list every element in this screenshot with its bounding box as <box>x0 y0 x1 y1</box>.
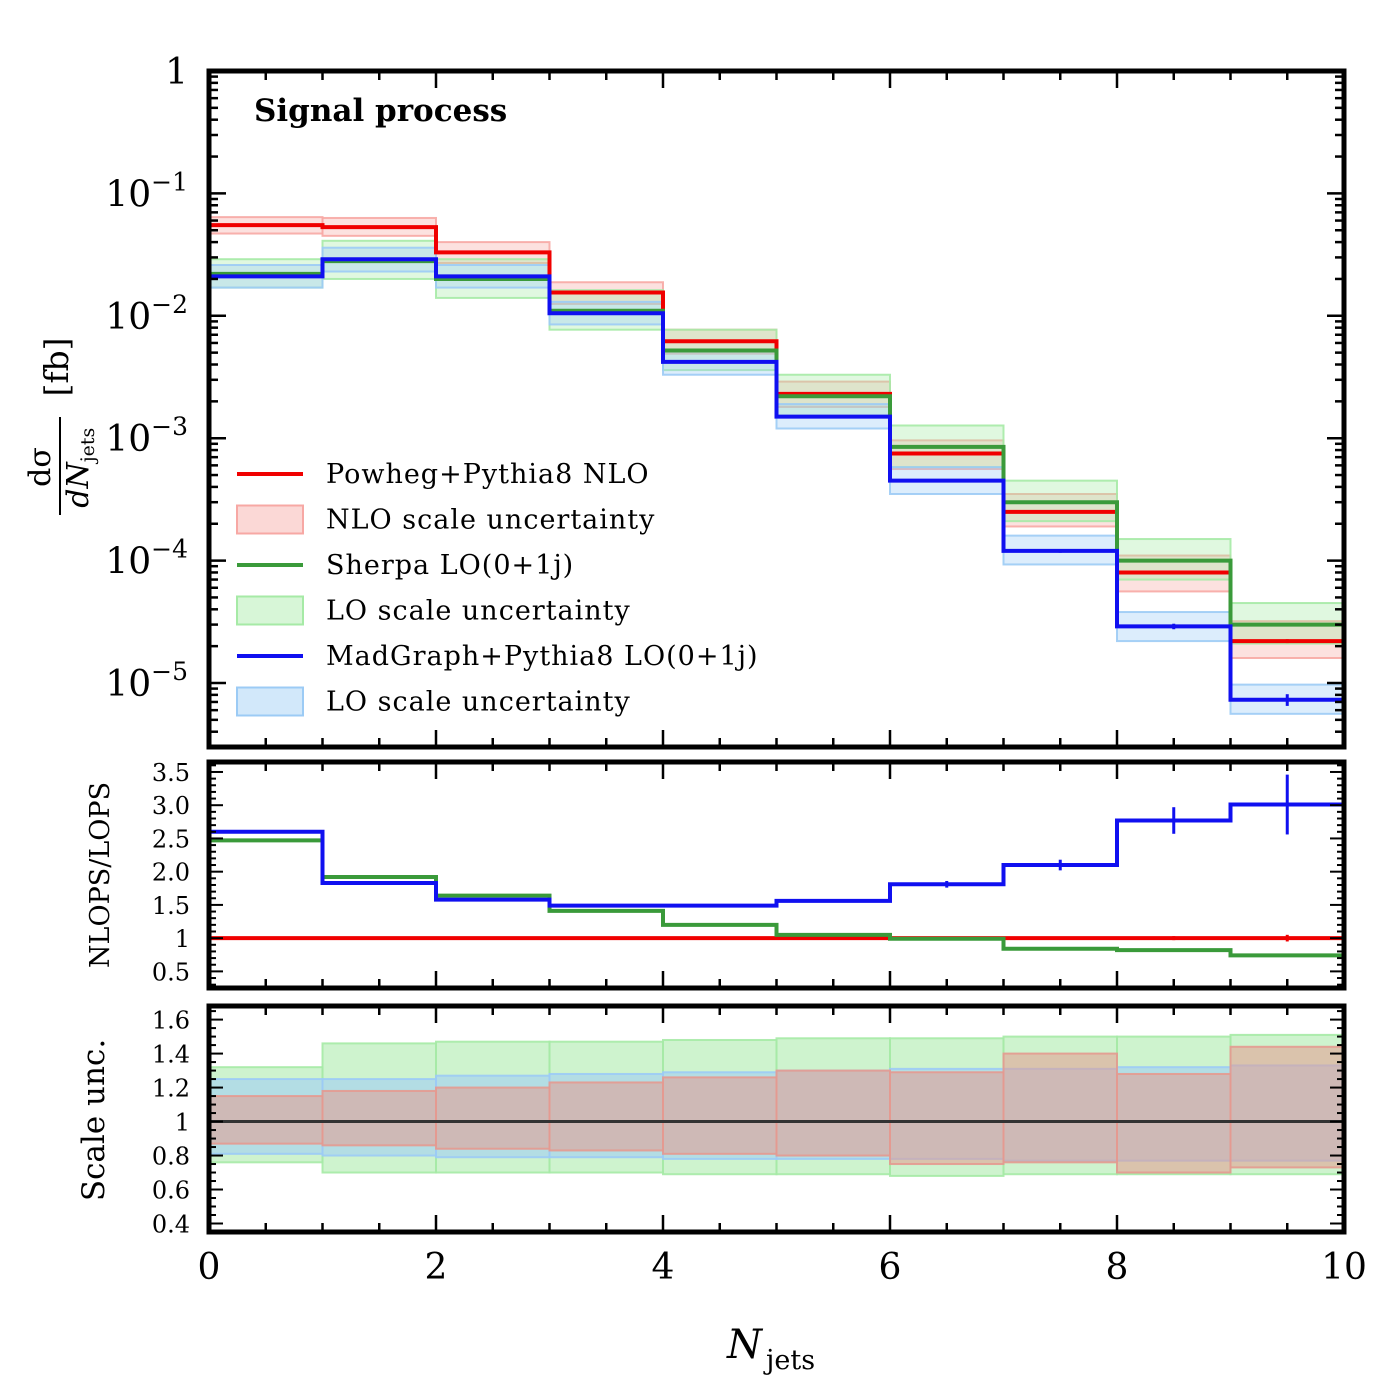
ratio-ytick-label: 3.5 <box>152 759 190 787</box>
scale-ytick-label: 0.4 <box>152 1211 190 1239</box>
x-label-main: N <box>726 1322 764 1368</box>
x-tick-label: 8 <box>1106 1247 1129 1288</box>
legend-label: LO scale uncertainty <box>326 596 631 627</box>
ratio-y-tick-labels: 3.5 3.0 2.5 2.0 1.5 1 0.5 <box>152 759 190 986</box>
scale-y-tick-labels: 1.6 1.4 1.2 1 0.8 0.6 0.4 <box>152 1007 190 1239</box>
scale-ytick-label: 0.6 <box>152 1177 190 1205</box>
x-tick-label: 2 <box>425 1247 448 1288</box>
y-label-denominator-sub: jets <box>77 428 99 465</box>
scale-ytick-label: 1.6 <box>152 1007 190 1035</box>
legend-label: LO scale uncertainty <box>326 687 631 718</box>
scale-ytick-label: 1.2 <box>152 1075 190 1103</box>
main-y-tick-labels: 1 10−1 10−2 10−3 10−4 10−5 <box>105 52 188 705</box>
scale-nlo-scale-uncertainty-bin-9 <box>1229 1045 1344 1169</box>
main-ytick-label: 1 <box>165 52 188 93</box>
main-ytick-label: 10−1 <box>105 167 188 215</box>
main-madgraph-pythia8-lo-0-1j--line <box>209 257 1344 702</box>
scale-nlo-scale-uncertainty-bin-7 <box>1002 1052 1118 1164</box>
scale-ytick-label: 1 <box>175 1109 190 1137</box>
scale-nlo-scale-uncertainty-bin-2 <box>435 1086 551 1150</box>
scale-y-axis-label: Scale unc. <box>76 1039 112 1201</box>
legend-label: Powheg+Pythia8 NLO <box>326 459 650 490</box>
ratio-ytick-label: 2.0 <box>152 859 190 887</box>
x-tick-label: 10 <box>1321 1247 1367 1288</box>
y-label-unit: [fb] <box>37 337 76 396</box>
x-tick-labels: 0 2 4 6 8 10 <box>198 1247 1367 1288</box>
ratio-ytick-label: 2.5 <box>152 825 190 853</box>
legend: Powheg+Pythia8 NLO NLO scale uncertainty S… <box>236 459 759 718</box>
scale-nlo-scale-uncertainty-bin-0 <box>209 1095 324 1145</box>
scale-nlo-scale-uncertainty-bin-5 <box>775 1069 891 1157</box>
y-label-denominator: dN <box>61 461 96 508</box>
x-tick-label: 0 <box>198 1247 221 1288</box>
main-ytick-label: 10−5 <box>105 657 188 705</box>
legend-patch-swatch <box>236 504 304 535</box>
legend-patch-swatch <box>236 595 304 626</box>
scale-nlo-scale-uncertainty-bin-3 <box>548 1081 664 1152</box>
ratio-y-axis-label: NLOPS/LOPS <box>85 782 116 968</box>
scale-ytick-label: 0.8 <box>152 1143 190 1171</box>
legend-label: Sherpa LO(0+1j) <box>326 550 574 581</box>
ratio-madgraph-pythia8-lo-0-1j--line <box>209 802 1344 908</box>
main-ytick-label: 10−2 <box>105 290 188 338</box>
main-ytick-label: 10−4 <box>105 535 188 583</box>
chart-title: Signal process <box>254 93 507 129</box>
legend-label: MadGraph+Pythia8 LO(0+1j) <box>326 641 759 672</box>
x-tick-label: 4 <box>652 1247 675 1288</box>
scale-plot-frame <box>206 1003 1347 1235</box>
ratio-ytick-label: 3.0 <box>152 792 190 820</box>
main-y-axis-label: dσ dN jets [fb] <box>23 337 99 515</box>
x-label-sub: jets <box>763 1345 815 1376</box>
scale-nlo-scale-uncertainty-bin-8 <box>1116 1072 1232 1174</box>
scale-uncertainty-bands <box>209 1033 1344 1177</box>
ratio-ytick-label: 0.5 <box>152 958 190 986</box>
y-label-numerator: dσ <box>23 447 58 487</box>
ratio-ytick-label: 1 <box>175 925 190 953</box>
legend-label: NLO scale uncertainty <box>326 505 655 536</box>
ratio-sherpa-lo-0-1j--line <box>209 838 1344 958</box>
x-tick-label: 6 <box>879 1247 902 1288</box>
x-axis-label: N jets <box>726 1322 815 1376</box>
legend-patch-swatch <box>236 686 304 717</box>
main-ytick-label: 10−3 <box>105 412 188 460</box>
ratio-series-lines <box>209 774 1344 958</box>
ratio-plot-frame <box>206 759 1347 991</box>
scale-nlo-scale-uncertainty-bin-4 <box>662 1076 778 1155</box>
main-plot-frame <box>206 68 1347 750</box>
ratio-ytick-label: 1.5 <box>152 892 190 920</box>
scale-ytick-label: 1.4 <box>152 1041 190 1069</box>
scale-nlo-scale-uncertainty-bin-1 <box>321 1089 437 1147</box>
main-series-lines <box>209 223 1344 706</box>
scale-nlo-scale-uncertainty-bin-6 <box>889 1071 1005 1166</box>
